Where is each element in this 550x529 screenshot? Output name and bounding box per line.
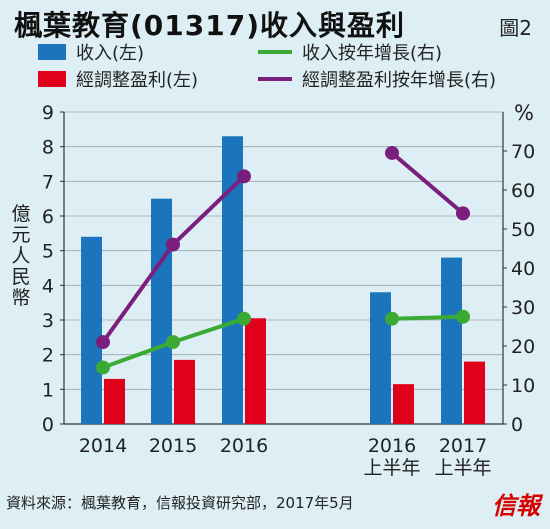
y-axis-label-char: 幣 xyxy=(11,287,30,309)
brand-logo: 信報 xyxy=(492,491,540,520)
y2-tick-label: 0 xyxy=(511,414,523,436)
legend-swatch xyxy=(38,71,66,87)
y-tick-label: 8 xyxy=(42,137,54,159)
y-tick-label: 2 xyxy=(42,345,54,367)
y-axis-label-char: 元 xyxy=(11,224,30,246)
x-tick-label: 2017 xyxy=(439,435,487,457)
bar-revenue xyxy=(222,136,243,424)
x-tick-label: 2016 xyxy=(368,435,416,457)
revenue-growth-point xyxy=(456,309,470,324)
legend-label: 經調整盈利按年增長(右) xyxy=(302,70,496,91)
legend-swatch xyxy=(38,44,66,60)
y-tick-label: 0 xyxy=(42,414,54,436)
x-tick-label: 上半年 xyxy=(363,457,420,479)
legend-label: 經調整盈利(左) xyxy=(76,70,198,91)
profit-growth-point xyxy=(166,237,180,252)
y-tick-label: 6 xyxy=(42,206,54,228)
y-tick-label: 1 xyxy=(42,379,54,401)
y2-tick-label: 40 xyxy=(511,258,535,280)
bar-revenue xyxy=(441,257,462,424)
x-tick-label: 2016 xyxy=(220,435,268,457)
legend-label: 收入按年增長(右) xyxy=(302,43,442,64)
y2-tick-label: 20 xyxy=(511,336,535,358)
revenue-growth-point xyxy=(166,335,180,350)
source-note: 資料來源：楓葉教育，信報投資研究部，2017年5月 xyxy=(6,494,354,512)
y2-tick-label: 30 xyxy=(511,297,535,319)
figure-number: 圖2 xyxy=(499,16,532,40)
revenue-growth-point xyxy=(237,311,251,326)
revenue-growth-point xyxy=(96,360,110,375)
y-axis-label-char: 人 xyxy=(11,245,30,267)
y2-tick-label: 50 xyxy=(511,219,535,241)
y-tick-label: 7 xyxy=(42,171,54,193)
y2-tick-label: 60 xyxy=(511,180,535,202)
profit-growth-point xyxy=(385,145,399,160)
title-row: 楓葉教育(01317)收入與盈利 xyxy=(14,4,405,44)
bar-revenue xyxy=(370,292,391,424)
y2-axis-label: % xyxy=(514,101,534,125)
profit-growth-point xyxy=(456,206,470,221)
y-axis-label-char: 億 xyxy=(11,203,30,225)
bar-revenue xyxy=(81,236,102,424)
bar-profit xyxy=(393,384,414,424)
x-tick-label: 上半年 xyxy=(434,457,491,479)
profit-growth-point xyxy=(237,169,251,184)
chart-title: 楓葉教育(01317)收入與盈利 xyxy=(14,9,406,42)
x-tick-label: 2015 xyxy=(149,435,197,457)
y-tick-label: 4 xyxy=(42,275,54,297)
bar-revenue xyxy=(151,198,172,424)
y2-tick-label: 10 xyxy=(511,375,535,397)
revenue-growth-point xyxy=(385,311,399,326)
y-tick-label: 9 xyxy=(42,102,54,124)
y-tick-label: 3 xyxy=(42,310,54,332)
y2-tick-label: 70 xyxy=(511,141,535,163)
profit-growth-line xyxy=(390,151,465,215)
y-axis-label-char: 民 xyxy=(11,266,30,288)
plot-area xyxy=(64,112,503,424)
bar-profit xyxy=(174,359,195,424)
bar-profit xyxy=(104,378,125,424)
profit-growth-point xyxy=(96,335,110,350)
x-tick-label: 2014 xyxy=(79,435,127,457)
bar-profit xyxy=(464,361,485,424)
y-tick-label: 5 xyxy=(42,241,54,263)
revenue-growth-line xyxy=(391,314,464,321)
bar-profit xyxy=(245,318,266,424)
legend-label: 收入(左) xyxy=(76,43,144,64)
